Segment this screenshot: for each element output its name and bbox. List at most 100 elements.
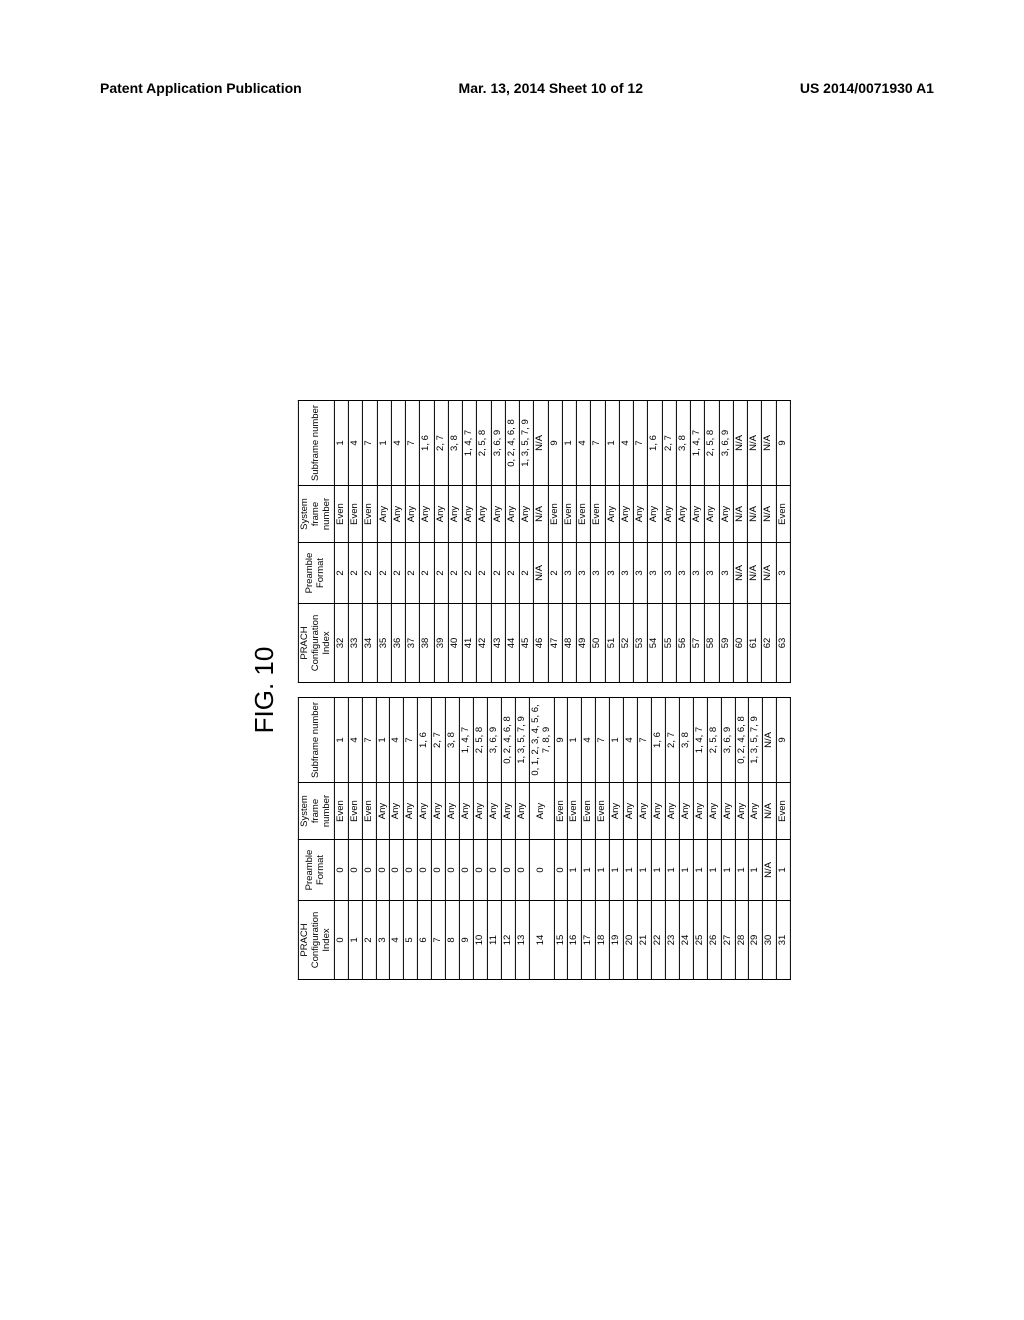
table-cell: 58 <box>705 604 719 683</box>
table-cell: Even <box>591 486 605 543</box>
table-cell: 1 <box>605 401 619 486</box>
table-cell: Any <box>473 783 487 840</box>
table-cell: 2, 7 <box>432 698 446 783</box>
table-cell: Any <box>676 486 690 543</box>
table-cell: 14 <box>529 901 554 980</box>
table-row: 382Any1, 6 <box>420 401 434 683</box>
table-cell: N/A <box>747 543 761 604</box>
table-cell: 3, 8 <box>676 401 690 486</box>
table-cell: N/A <box>763 698 777 783</box>
table-cell: 7 <box>362 698 376 783</box>
table-cell: 0 <box>554 840 568 901</box>
table-row: 231Any2, 7 <box>665 698 679 980</box>
table-cell: 57 <box>690 604 704 683</box>
table-row: 523Any4 <box>619 401 633 683</box>
table-row: 211Any7 <box>637 698 651 980</box>
table-cell: 0, 2, 4, 6, 8 <box>501 698 515 783</box>
table-cell: 15 <box>554 901 568 980</box>
table-row: 10Even4 <box>348 698 362 980</box>
prach-table-left: PRACH Configuration Index Preamble Forma… <box>298 697 791 980</box>
table-cell: 59 <box>719 604 733 683</box>
table-cell: Any <box>448 486 462 543</box>
table-cell: 2 <box>362 901 376 980</box>
table-cell: 36 <box>391 604 405 683</box>
table-cell: 1 <box>610 840 624 901</box>
table-cell: 4 <box>576 401 590 486</box>
table-row: 61N/AN/AN/A <box>747 401 761 683</box>
table-cell: 19 <box>610 901 624 980</box>
table-cell: 8 <box>446 901 460 980</box>
table-cell: 3, 8 <box>446 698 460 783</box>
table-cell: 1, 3, 5, 7, 9 <box>515 698 529 783</box>
col-header-subframe: Subframe number <box>298 401 334 486</box>
table-row: 352Any1 <box>377 401 391 683</box>
table-row: 392Any2, 7 <box>434 401 448 683</box>
table-cell: 0, 2, 4, 6, 8 <box>505 401 519 486</box>
table-cell: Any <box>633 486 647 543</box>
table-cell: 3 <box>662 543 676 604</box>
table-cell: 9 <box>459 901 473 980</box>
table-cell: 1, 4, 7 <box>690 401 704 486</box>
table-cell: 3 <box>619 543 633 604</box>
table-cell: 43 <box>491 604 505 683</box>
table-cell: 45 <box>519 604 533 683</box>
table-row: 533Any7 <box>633 401 647 683</box>
table-cell: 1 <box>562 401 576 486</box>
table-cell: 1 <box>651 840 665 901</box>
table-cell: 4 <box>619 401 633 486</box>
table-cell: Any <box>491 486 505 543</box>
table-cell: 7 <box>363 401 377 486</box>
table-row: 181Even7 <box>596 698 610 980</box>
table-cell: Even <box>334 783 348 840</box>
table-cell: 1 <box>348 901 362 980</box>
tables-wrap: PRACH Configuration Index Preamble Forma… <box>298 165 791 1215</box>
table-cell: 25 <box>693 901 707 980</box>
table-row: 30Any1 <box>376 698 390 980</box>
table-cell: 23 <box>665 901 679 980</box>
table-cell: 3 <box>633 543 647 604</box>
table-cell: 1, 6 <box>420 401 434 486</box>
table-row: 221Any1, 6 <box>651 698 665 980</box>
table-cell: 13 <box>515 901 529 980</box>
table-cell: Any <box>719 486 733 543</box>
table-cell: 2, 5, 8 <box>477 401 491 486</box>
table-row: 110Any3, 6, 9 <box>487 698 501 980</box>
table-cell: 3, 8 <box>448 401 462 486</box>
table-row: 362Any4 <box>391 401 405 683</box>
table-row: 493Even4 <box>576 401 590 683</box>
table-cell: 9 <box>548 401 562 486</box>
table-cell: 22 <box>651 901 665 980</box>
table-row: 50Any7 <box>404 698 418 980</box>
table-cell: 3 <box>648 543 662 604</box>
table-cell: 50 <box>591 604 605 683</box>
table-cell: 3 <box>776 543 791 604</box>
table-cell: Any <box>390 783 404 840</box>
table-cell: 62 <box>762 604 776 683</box>
table-cell: 32 <box>334 604 348 683</box>
table-cell: Any <box>405 486 419 543</box>
table-cell: 2, 7 <box>665 698 679 783</box>
table-cell: 38 <box>420 604 434 683</box>
table-cell: 49 <box>576 604 590 683</box>
table-cell: 5 <box>404 901 418 980</box>
table-cell: 21 <box>637 901 651 980</box>
table-cell: 1 <box>582 840 596 901</box>
table-cell: 2, 5, 8 <box>707 698 721 783</box>
table-cell: 1, 4, 7 <box>462 401 476 486</box>
figure-title: FIG. 10 <box>249 165 280 1215</box>
table-cell: Any <box>446 783 460 840</box>
table-cell: Even <box>582 783 596 840</box>
table-cell: 40 <box>448 604 462 683</box>
table-cell: 60 <box>733 604 747 683</box>
table-cell: 0 <box>390 840 404 901</box>
table-row: 422Any2, 5, 8 <box>477 401 491 683</box>
table-cell: 3, 6, 9 <box>721 698 735 783</box>
table-row: 432Any3, 6, 9 <box>491 401 505 683</box>
table-cell: 4 <box>390 901 404 980</box>
table-cell: 1 <box>637 840 651 901</box>
table-cell: 27 <box>721 901 735 980</box>
table-row: 271Any3, 6, 9 <box>721 698 735 980</box>
table-row: 171Even4 <box>582 698 596 980</box>
table-cell: 0 <box>432 840 446 901</box>
table-row: 503Even7 <box>591 401 605 683</box>
